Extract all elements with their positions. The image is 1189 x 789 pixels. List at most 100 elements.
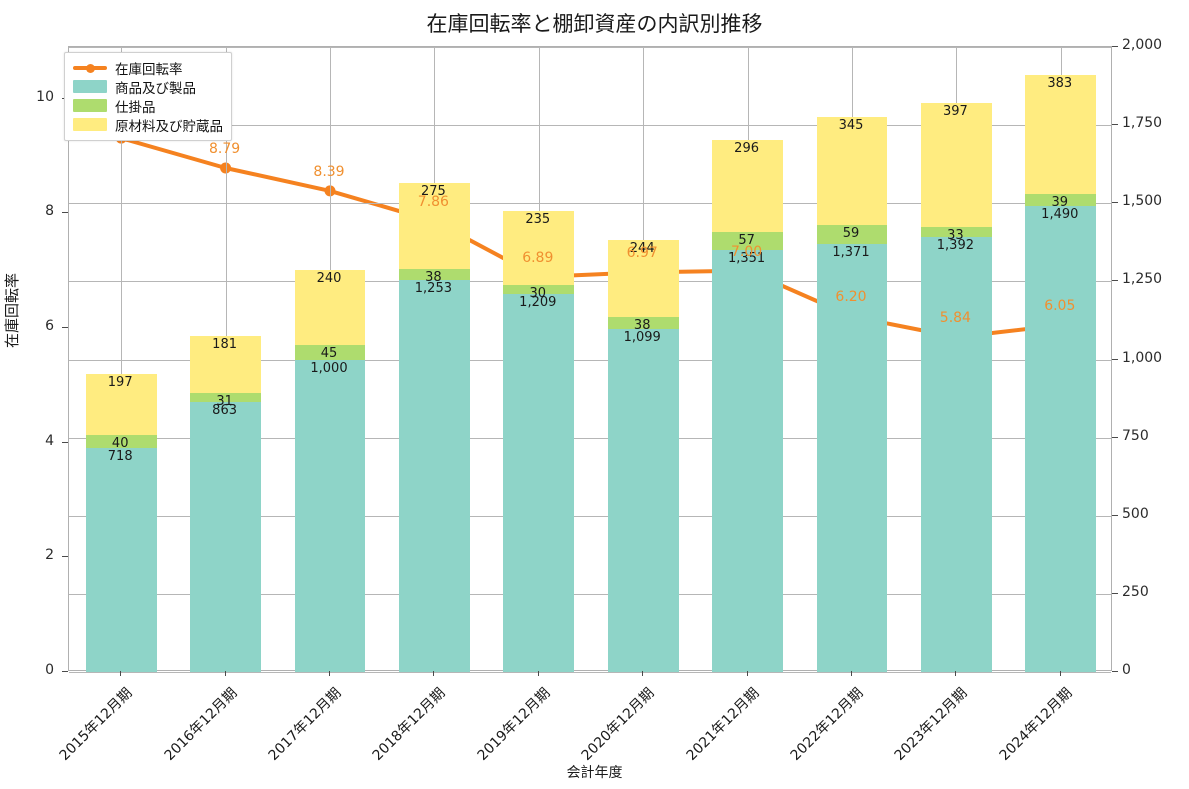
bar-value-label: 197: [107, 374, 133, 390]
line-value-label: 8.39: [313, 163, 345, 180]
bar-segment: [503, 284, 575, 295]
right-axis-tick-label: 250: [1122, 583, 1149, 600]
bar-value-label: 863: [212, 403, 237, 419]
x-axis-tick-mark: [1059, 671, 1061, 676]
chart-legend: 在庫回転率商品及び製品 仕掛品 原材料及び貯蔵品: [64, 52, 232, 141]
left-axis-tick-mark: [62, 556, 68, 558]
bar-value-label: 397: [942, 103, 968, 119]
bar-value-label: 1,371: [832, 244, 870, 260]
right-axis-tick-mark: [1112, 671, 1118, 672]
left-axis-tick-label: 4: [45, 432, 54, 449]
right-axis-tick-mark: [1112, 592, 1118, 594]
legend-color-swatch-icon: [73, 80, 107, 93]
legend-item-label: 仕掛品: [115, 99, 156, 116]
bar-segment: [607, 240, 679, 317]
left-axis-tick-label: 2: [45, 547, 54, 564]
bar-segment: [816, 117, 888, 226]
line-value-label: 7.00: [731, 243, 763, 260]
line-value-label: 6.89: [522, 249, 554, 266]
bar-value-label: 31: [216, 393, 233, 409]
gridline-horizontal: [69, 437, 1111, 439]
bar-value-label: 235: [525, 212, 551, 228]
left-axis-tick-label: 6: [45, 317, 54, 334]
legend-item[interactable]: 商品及び製品: [73, 77, 223, 97]
right-axis-tick-mark: [1112, 358, 1118, 360]
x-axis-tick-mark: [120, 671, 122, 676]
left-axis-tick-label: 0: [45, 662, 54, 678]
bar-segment: [85, 435, 157, 448]
bar-segment: [503, 211, 575, 285]
bar-segment: [190, 392, 262, 403]
bar-segment: [712, 249, 784, 672]
bar-segment: [190, 336, 262, 393]
bar-value-label: 718: [107, 448, 133, 464]
bar-segment: [712, 139, 784, 232]
bar-segment: [920, 226, 992, 237]
bar-value-label: 59: [842, 226, 860, 242]
bar-segment: [294, 270, 366, 346]
left-axis-tick-mark: [62, 326, 68, 328]
bar-value-label: 1,209: [519, 295, 557, 311]
x-axis-tick-mark: [851, 671, 852, 676]
gridline-horizontal: [69, 593, 1111, 595]
gridline-horizontal: [69, 359, 1111, 361]
bar-segment: [1025, 194, 1097, 207]
right-axis-tick-mark: [1112, 280, 1118, 282]
line-value-label: 6.20: [835, 289, 867, 306]
bar-segment: [85, 373, 157, 436]
bar-segment: [294, 345, 366, 360]
left-axis-tick-mark: [62, 212, 68, 214]
bar-value-label: 383: [1047, 75, 1073, 91]
legend-item[interactable]: 在庫回転率: [73, 58, 223, 78]
left-axis-tick-mark: [62, 441, 68, 443]
right-axis-tick-label: 750: [1122, 427, 1149, 444]
bar-segment: [816, 243, 888, 672]
bar-segment: [503, 294, 575, 672]
x-axis-tick-mark: [537, 671, 539, 676]
bar-value-label: 1,490: [1041, 207, 1079, 223]
gridline-horizontal: [69, 672, 1111, 673]
x-axis-tick-mark: [746, 671, 748, 676]
bar-segment: [920, 102, 992, 227]
gridline-horizontal: [69, 515, 1111, 517]
legend-item-label: 商品及び製品: [115, 80, 196, 97]
right-axis-tick-label: 1,500: [1122, 193, 1163, 210]
right-axis-tick-mark: [1112, 514, 1118, 516]
legend-item[interactable]: 原材料及び貯蔵品: [73, 115, 223, 135]
line-value-label: 6.05: [1044, 298, 1076, 315]
bar-segment: [294, 359, 366, 672]
bar-value-label: 1,099: [623, 329, 661, 345]
bar-value-label: 40: [111, 436, 129, 452]
bar-segment: [85, 447, 157, 672]
bar-value-label: 38: [425, 269, 442, 285]
bar-segment: [398, 268, 470, 281]
right-axis-tick-mark: [1112, 46, 1118, 47]
left-axis-tick-mark: [62, 671, 68, 672]
legend-line-swatch-icon: [73, 61, 107, 74]
line-value-label: 8.79: [209, 140, 241, 157]
legend-item[interactable]: 仕掛品: [73, 96, 223, 116]
right-axis-tick-label: 1,000: [1122, 349, 1163, 366]
gridline-horizontal: [69, 47, 1111, 48]
right-axis-tick-label: 2,000: [1122, 37, 1163, 53]
plot-area: [68, 46, 1112, 673]
right-axis-tick-mark: [1112, 436, 1118, 438]
right-axis-tick-mark: [1112, 202, 1118, 204]
x-axis-tick-mark: [329, 671, 330, 676]
bar-segment: [398, 280, 470, 672]
bar-value-label: 38: [633, 317, 651, 333]
bar-segment: [816, 225, 888, 244]
inventory-turnover-line: [119, 136, 1063, 340]
bar-value-label: 33: [947, 227, 964, 243]
x-axis-tick-mark: [224, 671, 226, 676]
bar-value-label: 1,000: [310, 360, 348, 376]
gridline-vertical: [121, 47, 123, 670]
bar-value-label: 1,253: [414, 281, 452, 297]
right-axis-tick-label: 1,750: [1122, 115, 1163, 132]
bar-segment: [1025, 74, 1097, 195]
left-axis-tick-label: 10: [36, 88, 54, 105]
legend-color-swatch-icon: [73, 118, 107, 131]
bar-segment: [607, 328, 679, 672]
bar-value-label: 30: [529, 285, 547, 301]
